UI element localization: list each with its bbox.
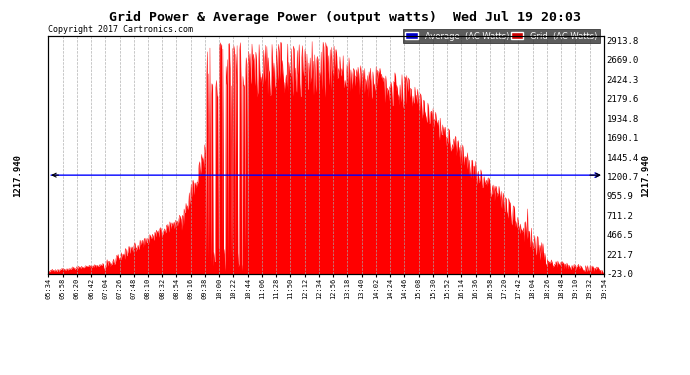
Legend: Average  (AC Watts), Grid  (AC Watts): Average (AC Watts), Grid (AC Watts) [403, 29, 600, 43]
Text: Grid Power & Average Power (output watts)  Wed Jul 19 20:03: Grid Power & Average Power (output watts… [109, 11, 581, 24]
Text: 1217.940: 1217.940 [13, 154, 22, 196]
Text: 1217.940: 1217.940 [641, 154, 650, 196]
Text: Copyright 2017 Cartronics.com: Copyright 2017 Cartronics.com [48, 25, 193, 34]
